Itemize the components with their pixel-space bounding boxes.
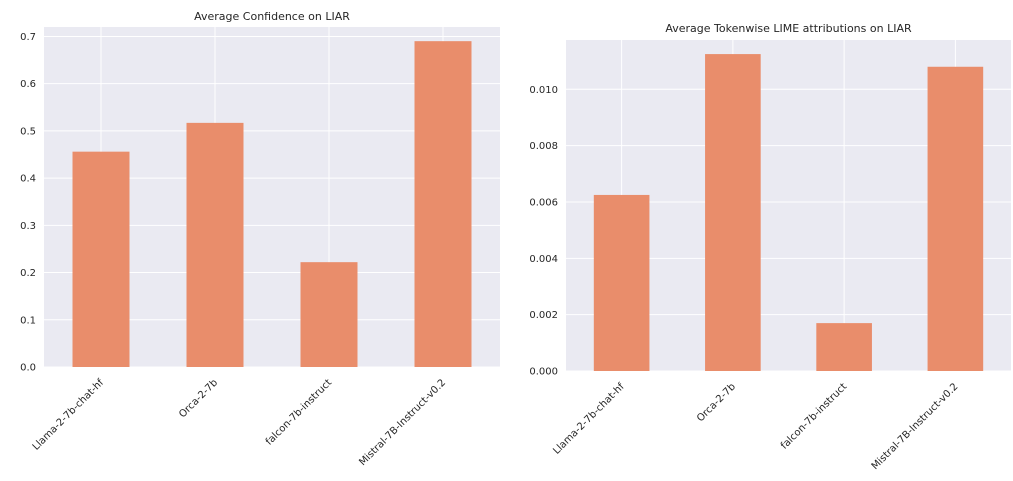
bar [816, 323, 872, 371]
x-tick-label: Mistral-7B-Instruct-v0.2 [870, 381, 961, 472]
y-tick-label: 0.1 [20, 315, 36, 326]
bar [593, 194, 650, 371]
y-tick-label: 0.0 [20, 363, 36, 374]
y-tick-label: 0.5 [20, 126, 36, 137]
confidence-chart: 0.0 0.1 0.2 0.3 0.4 0.5 0.6 0.7 Llama-2-7b-chat… [20, 10, 500, 468]
x-tick-labels: Llama-2-7b-chat-hf Orca-2-7b falcon-7b-ins… [31, 377, 448, 468]
x-tick-label: Orca-2-7b [695, 381, 738, 424]
y-tick-label: 0.002 [529, 310, 558, 321]
y-tick-label: 0.008 [529, 141, 558, 152]
bar [705, 54, 761, 371]
y-tick-label: 0.3 [20, 221, 36, 232]
x-tick-label: Llama-2-7b-chat-hf [31, 377, 107, 453]
chart-title: Average Tokenwise LIME attributions on L… [665, 22, 912, 35]
lime-attribution-chart: 0.000 0.002 0.004 0.006 0.008 0.010 Llama-2-7… [529, 22, 1011, 472]
y-tick-labels: 0.000 0.002 0.004 0.006 0.008 0.010 [529, 85, 558, 378]
y-tick-label: 0.004 [529, 254, 558, 265]
bars [593, 54, 984, 371]
bar [300, 262, 358, 367]
y-tick-label: 0.2 [20, 268, 36, 279]
x-tick-label: falcon-7b-instruct [264, 377, 334, 447]
bar [414, 41, 472, 368]
y-tick-label: 0.6 [20, 79, 36, 90]
y-tick-label: 0.7 [20, 32, 36, 43]
y-tick-label: 0.4 [20, 174, 36, 185]
bar [927, 66, 984, 371]
chart-title: Average Confidence on LIAR [194, 10, 350, 23]
x-tick-label: falcon-7b-instruct [779, 381, 849, 451]
y-tick-labels: 0.0 0.1 0.2 0.3 0.4 0.5 0.6 0.7 [20, 32, 36, 374]
bar [186, 122, 244, 367]
x-tick-label: Mistral-7B-Instruct-v0.2 [357, 377, 448, 468]
y-tick-label: 0.006 [529, 197, 558, 208]
bars [72, 41, 472, 368]
bar [72, 151, 130, 367]
x-tick-label: Llama-2-7b-chat-hf [551, 381, 627, 457]
x-tick-label: Orca-2-7b [177, 377, 220, 420]
x-tick-labels: Llama-2-7b-chat-hf Orca-2-7b falcon-7b-ins… [551, 381, 960, 472]
y-tick-label: 0.010 [529, 85, 558, 96]
y-tick-label: 0.000 [529, 367, 558, 378]
